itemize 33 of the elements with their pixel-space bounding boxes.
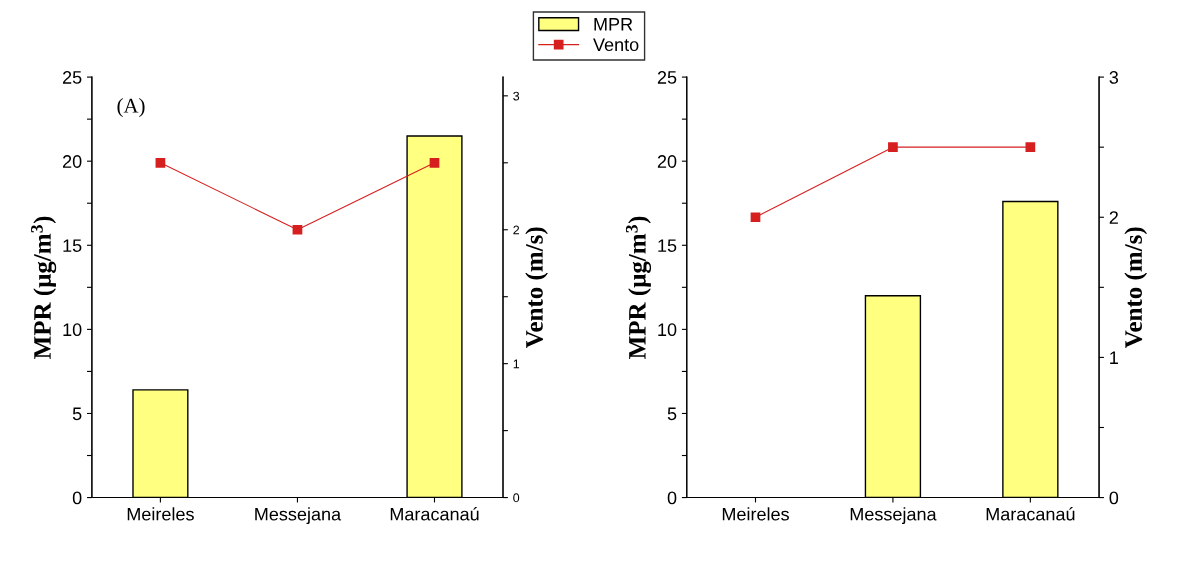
y-tick-label: 15 [658,239,677,252]
y-tick-label: 5 [667,407,677,421]
y-tick-label: 25 [657,71,677,84]
y-axis-title: MPR (μg/m$^{3}$) [31,216,57,359]
y-tick-label: 20 [657,155,677,168]
y2-axis-title: Vento (m/s) [1124,227,1148,349]
y2-tick-label: 1 [513,359,520,369]
y2-tick-label: 0 [513,493,520,503]
y-tick-label: 25 [62,71,82,84]
y-tick-label: 0 [667,491,677,505]
legend-label: MPR [594,18,633,31]
y2-tick-label: 3 [513,91,520,101]
x-tick-label: Messejana [850,507,937,525]
y2-tick-label: 0 [1109,491,1119,505]
x-tick-label: Maracanaú [390,507,479,521]
annotation: (A) [117,98,145,118]
x-tick-label: Meireles [722,507,789,521]
y2-tick-label: 2 [513,225,520,235]
x-tick-label: Maracanaú [986,507,1075,521]
y2-tick-label: 2 [1109,211,1118,224]
y-axis-title: MPR (μg/m$^{3}$) [625,216,652,359]
y2-tick-label: 3 [1109,71,1119,84]
y-tick-label: 20 [62,155,82,168]
y-tick-label: 15 [63,239,82,252]
y-tick-label: 10 [658,323,677,337]
x-tick-label: Messejana [255,507,342,525]
legend-label: Vento [593,38,639,52]
y-tick-label: 5 [72,407,82,421]
y2-axis-title: Vento (m/s) [525,227,548,349]
x-tick-label: Meireles [127,507,194,521]
y2-tick-label: 1 [1110,351,1118,364]
y-tick-label: 10 [63,323,82,337]
y-tick-label: 0 [72,491,82,505]
